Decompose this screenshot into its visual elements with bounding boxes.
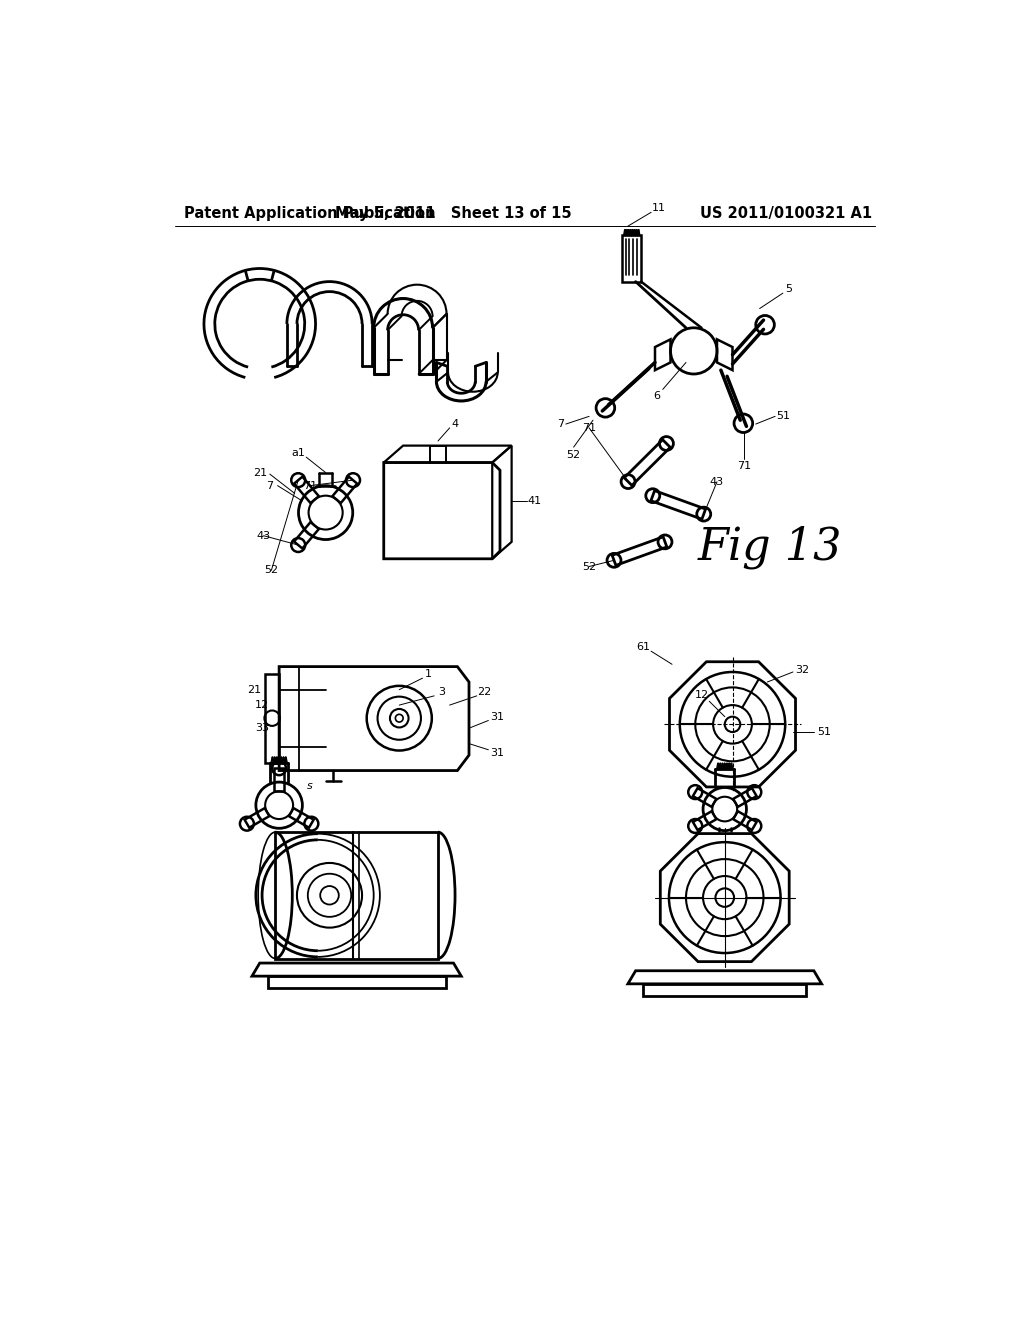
Text: 52: 52: [264, 565, 279, 576]
Text: s: s: [307, 781, 313, 791]
Text: 1: 1: [424, 669, 431, 680]
Text: 3: 3: [438, 686, 445, 697]
Text: 71: 71: [303, 480, 317, 491]
Text: US 2011/0100321 A1: US 2011/0100321 A1: [699, 206, 872, 222]
Text: 41: 41: [527, 496, 542, 506]
Text: 5: 5: [784, 284, 792, 294]
Text: 52: 52: [582, 561, 596, 572]
Text: a1: a1: [292, 447, 305, 458]
Text: 7: 7: [266, 480, 273, 491]
Text: Fig 13: Fig 13: [697, 525, 842, 569]
Text: 31: 31: [490, 713, 505, 722]
Text: 71: 71: [582, 422, 596, 433]
Text: 21: 21: [253, 467, 267, 478]
Text: 61: 61: [636, 643, 650, 652]
Text: 12: 12: [255, 700, 269, 710]
Text: 12: 12: [694, 690, 709, 700]
Text: 43: 43: [710, 477, 724, 487]
Text: 51: 51: [776, 412, 790, 421]
Text: 4: 4: [452, 418, 459, 429]
Text: 71: 71: [737, 462, 752, 471]
Text: 51: 51: [817, 727, 830, 737]
Text: 21: 21: [247, 685, 261, 694]
Text: 22: 22: [477, 686, 492, 697]
Text: 52: 52: [566, 450, 581, 459]
Text: 33: 33: [255, 723, 269, 733]
Text: May 5, 2011   Sheet 13 of 15: May 5, 2011 Sheet 13 of 15: [335, 206, 571, 222]
Text: 7: 7: [557, 418, 564, 429]
Text: Patent Application Publication: Patent Application Publication: [183, 206, 435, 222]
Text: 32: 32: [796, 665, 809, 676]
Text: 31: 31: [490, 748, 505, 758]
Text: 6: 6: [653, 391, 660, 400]
Text: 43: 43: [257, 531, 270, 541]
Text: 11: 11: [652, 203, 666, 214]
